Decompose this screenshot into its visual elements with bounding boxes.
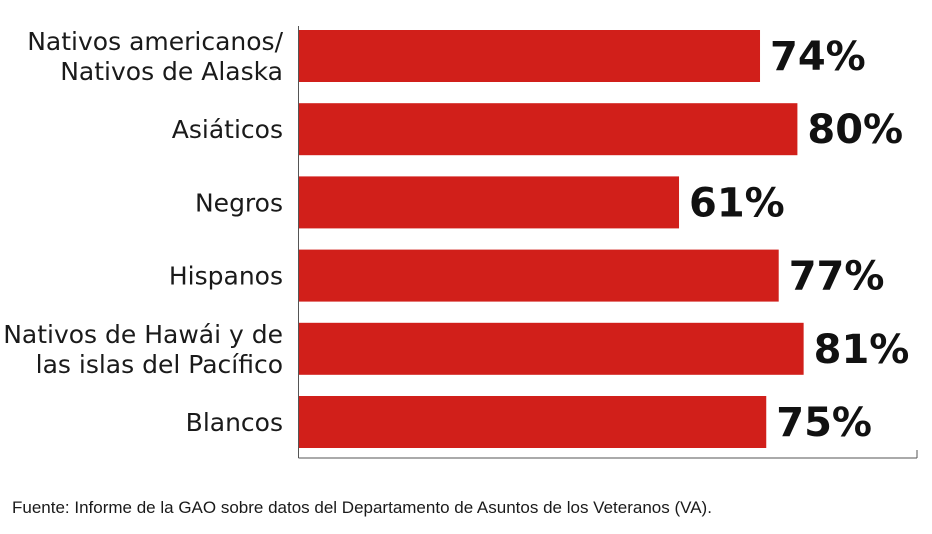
category-label: Asiáticos [172,115,283,144]
value-label: 61% [689,180,785,226]
category-label-line: Nativos de Hawái y de [3,320,283,349]
bars-group [299,30,804,448]
category-label-line: Hispanos [169,262,283,291]
value-label: 80% [807,107,903,153]
category-label-line: Negros [195,188,283,217]
category-label-line: Nativos americanos/ [27,27,283,56]
bar [299,396,767,448]
category-label-line: las islas del Pacífico [36,350,283,379]
bar-chart: Nativos americanos/Nativos de Alaska Asiá… [3,26,918,459]
category-label: Hispanos [169,262,283,291]
value-labels: 74% 80% 61%77% 81% 75% [689,34,909,446]
bar [299,103,798,156]
value-label: 74% [770,34,866,80]
category-label-line: Blancos [186,408,283,437]
category-label: Blancos [186,408,283,437]
bar [299,322,804,375]
category-labels: Nativos americanos/Nativos de Alaska Asiá… [3,27,283,437]
bar [299,30,761,82]
bar [299,249,779,302]
value-label: 81% [814,327,910,373]
axis-frame [298,26,918,459]
source-note: Fuente: Informe de la GAO sobre datos de… [12,498,712,517]
category-label-line: Asiáticos [172,115,283,144]
value-label: 75% [776,400,872,446]
category-label: Nativos americanos/Nativos de Alaska [27,27,283,86]
bar [299,176,680,229]
category-label-line: Nativos de Alaska [60,57,283,86]
category-label: Negros [195,188,283,217]
category-label: Nativos de Hawái y de las islas del Pacíf… [3,320,283,379]
value-label: 77% [789,254,885,300]
